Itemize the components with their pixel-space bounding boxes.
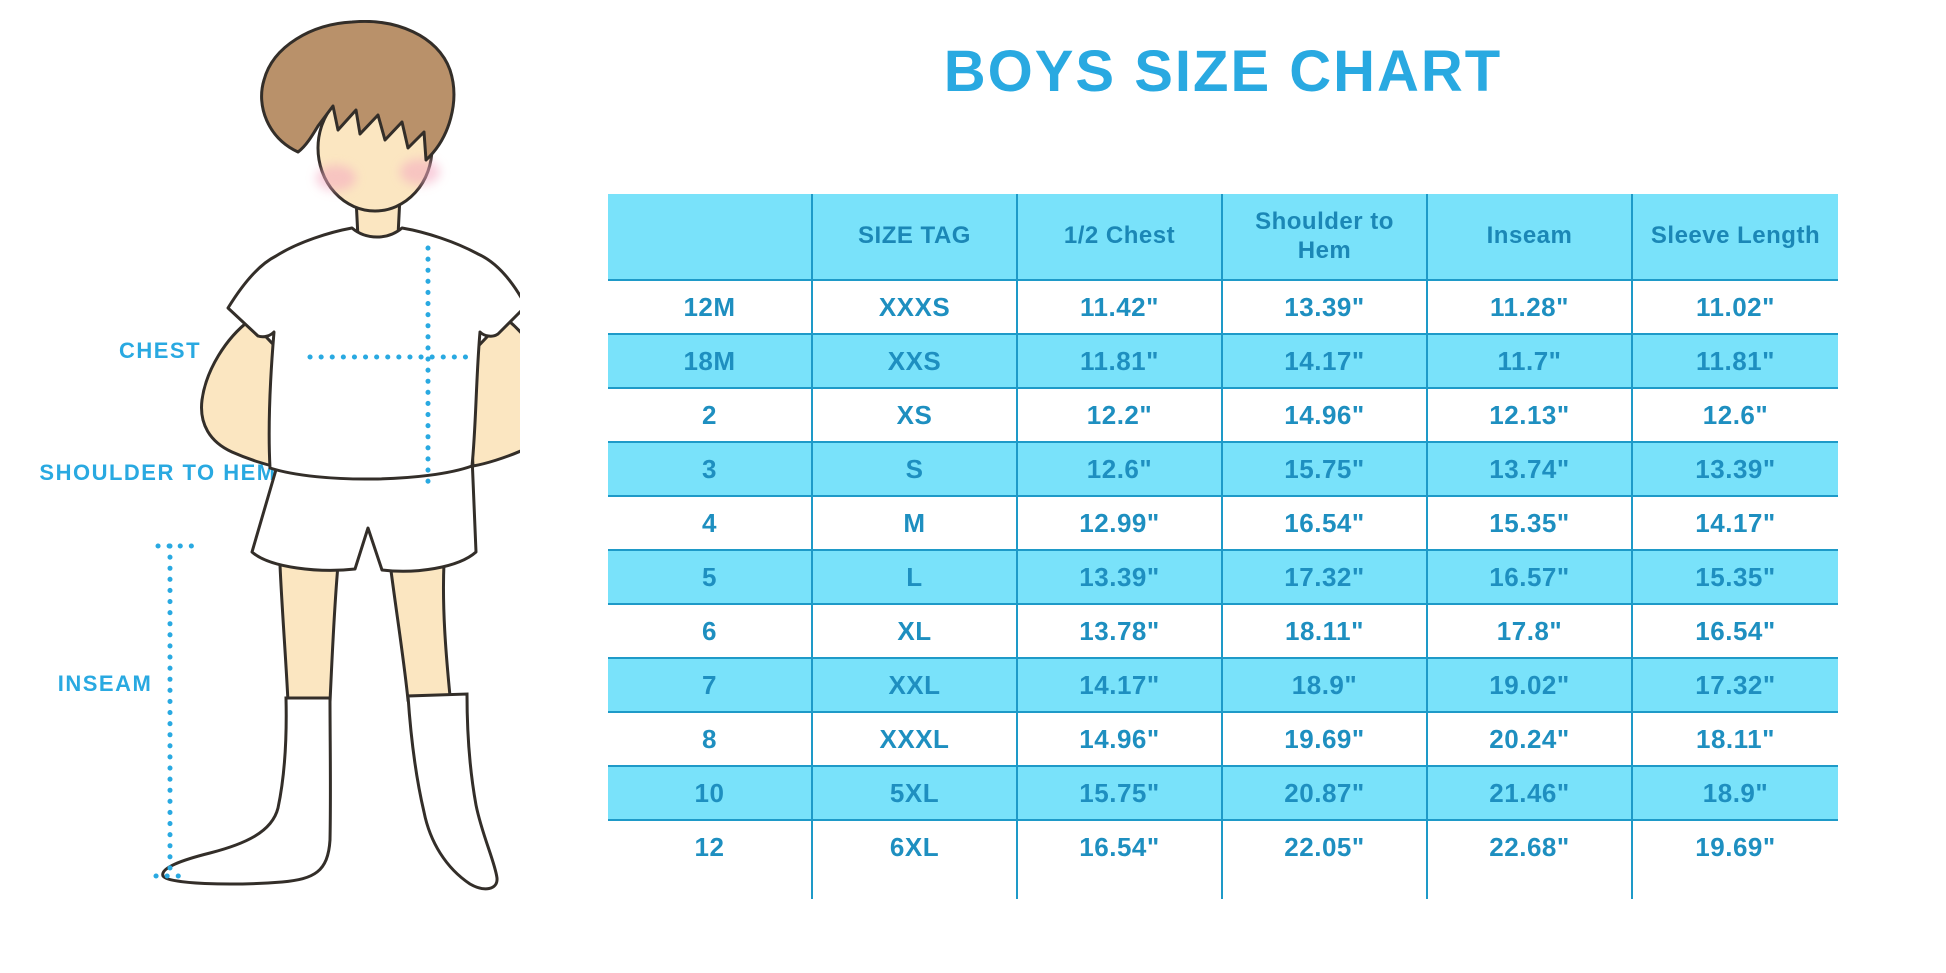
table-cell: 17.32": [1633, 657, 1838, 711]
table-cell: 12.6": [1633, 387, 1838, 441]
leg-left-shape: [278, 563, 340, 704]
table-cell: 16.57": [1428, 549, 1633, 603]
table-cell: 16.54": [1018, 819, 1223, 873]
table-cell: XXL: [813, 657, 1018, 711]
table-cell: 20.87": [1223, 765, 1428, 819]
table-cell: 15.75": [1018, 765, 1223, 819]
inseam-dotted-line: [153, 543, 195, 879]
table-cell: 11.02": [1633, 279, 1838, 333]
table-cell: 15.35": [1428, 495, 1633, 549]
table-cell: M: [813, 495, 1018, 549]
table-cell: 18.11": [1633, 711, 1838, 765]
column-header: Sleeve Length: [1633, 194, 1838, 279]
divider-extension: [1428, 873, 1633, 899]
table-cell: 11.42": [1018, 279, 1223, 333]
row-label: 3: [608, 441, 813, 495]
size-table: SIZE TAG 1/2 Chest Shoulder to Hem Inseam Sl…: [608, 194, 1838, 899]
table-cell: 12.2": [1018, 387, 1223, 441]
table-cell: 11.81": [1633, 333, 1838, 387]
table-cell: XS: [813, 387, 1018, 441]
column-header: Inseam: [1428, 194, 1633, 279]
row-label: 6: [608, 603, 813, 657]
boy-illustration: [153, 20, 520, 891]
table-cell: 6XL: [813, 819, 1018, 873]
row-label: 10: [608, 765, 813, 819]
table-cell: 13.78": [1018, 603, 1223, 657]
table-cell: XXXL: [813, 711, 1018, 765]
row-label: 18M: [608, 333, 813, 387]
table-cell: XXXS: [813, 279, 1018, 333]
table-cell: 14.17": [1223, 333, 1428, 387]
shirt-shape: [226, 226, 520, 481]
table-cell: S: [813, 441, 1018, 495]
row-label: 5: [608, 549, 813, 603]
table-cell: XXS: [813, 333, 1018, 387]
table-cell: 22.68": [1428, 819, 1633, 873]
table-cell: 19.69": [1223, 711, 1428, 765]
table-cell: 15.35": [1633, 549, 1838, 603]
table-cell: 14.96": [1223, 387, 1428, 441]
row-label: 7: [608, 657, 813, 711]
cheek-left-shape: [316, 165, 356, 191]
table-cell: 17.32": [1223, 549, 1428, 603]
table-cell: 15.75": [1223, 441, 1428, 495]
shorts-shape: [250, 454, 478, 573]
hair-shape: [260, 20, 456, 162]
table-cell: 12.99": [1018, 495, 1223, 549]
table-cell: 13.74": [1428, 441, 1633, 495]
table-cell: 13.39": [1223, 279, 1428, 333]
column-header: 1/2 Chest: [1018, 194, 1223, 279]
table-cell: 14.96": [1018, 711, 1223, 765]
divider-extension: [1633, 873, 1838, 899]
inseam-label: INSEAM: [57, 671, 153, 696]
table-cell: 17.8": [1428, 603, 1633, 657]
table-cell: 16.54": [1633, 603, 1838, 657]
shoulder-to-hem-label: SHOULDER TO HEM: [39, 460, 277, 485]
table-cell: 16.54": [1223, 495, 1428, 549]
table-cell: 13.39": [1633, 441, 1838, 495]
table-cell: 5XL: [813, 765, 1018, 819]
table-cell: 22.05": [1223, 819, 1428, 873]
row-label: 4: [608, 495, 813, 549]
column-header: SIZE TAG: [813, 194, 1018, 279]
table-cell: 13.39": [1018, 549, 1223, 603]
row-label: 2: [608, 387, 813, 441]
table-cell: 11.28": [1428, 279, 1633, 333]
table-cell: 21.46": [1428, 765, 1633, 819]
divider-extension: [813, 873, 1018, 899]
column-header: Shoulder to Hem: [1223, 194, 1428, 279]
leg-right-shape: [388, 561, 452, 702]
sock-right-shape: [406, 692, 499, 891]
sock-left-shape: [161, 696, 332, 886]
table-cell: 12.6": [1018, 441, 1223, 495]
table-cell: 18.11": [1223, 603, 1428, 657]
table-cell: 12.13": [1428, 387, 1633, 441]
row-label: 8: [608, 711, 813, 765]
table-cell: 18.9": [1223, 657, 1428, 711]
table-cell: 11.81": [1018, 333, 1223, 387]
arm-right-shape: [465, 315, 520, 468]
divider-extension: [1223, 873, 1428, 899]
page-title: BOYS SIZE CHART: [943, 39, 1503, 104]
table-cell: 14.17": [1633, 495, 1838, 549]
row-label: 12M: [608, 279, 813, 333]
table-cell: 11.7": [1428, 333, 1633, 387]
table-cell: 14.17": [1018, 657, 1223, 711]
row-label: 12: [608, 819, 813, 873]
table-cell: L: [813, 549, 1018, 603]
divider-extension: [608, 873, 813, 899]
arm-left-shape: [200, 317, 290, 470]
chest-label: CHEST: [118, 338, 202, 363]
column-header: [608, 194, 813, 279]
cheek-right-shape: [400, 159, 440, 185]
table-cell: 19.02": [1428, 657, 1633, 711]
table-cell: 20.24": [1428, 711, 1633, 765]
table-cell: 19.69": [1633, 819, 1838, 873]
divider-extension: [1018, 873, 1223, 899]
table-cell: 18.9": [1633, 765, 1838, 819]
table-cell: XL: [813, 603, 1018, 657]
